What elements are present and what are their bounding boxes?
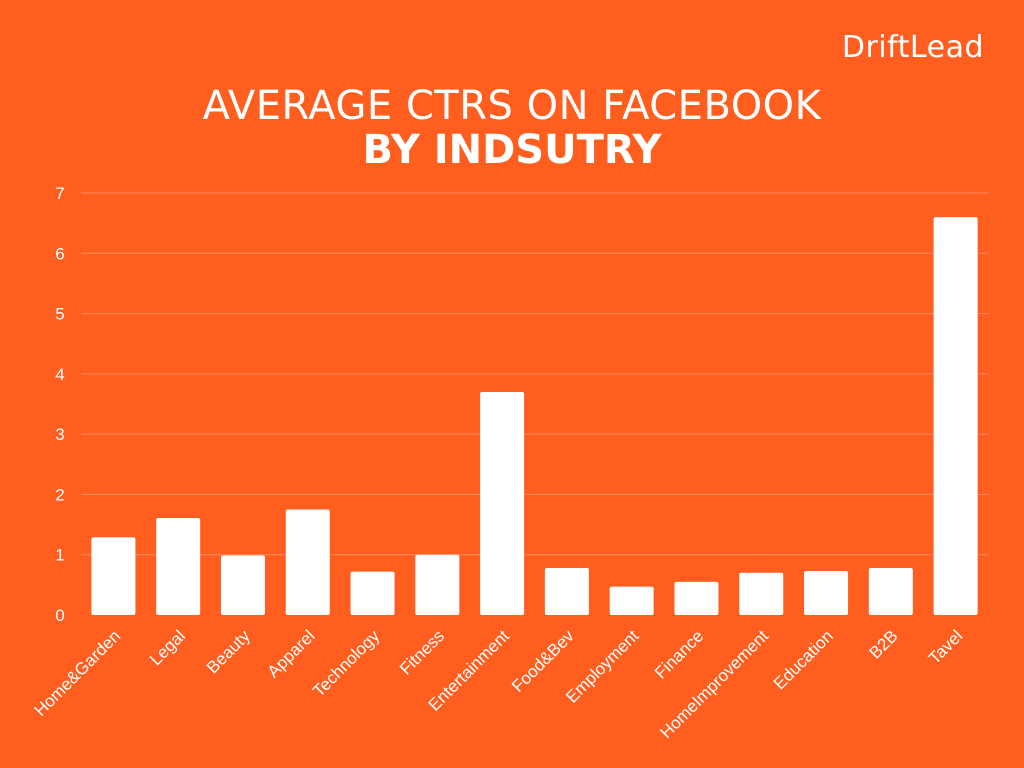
chart-title-line-1: AVERAGE CTRS ON FACEBOOK (202, 83, 822, 129)
x-category-label: HomeImprovement (656, 626, 772, 742)
bar-legal (156, 517, 201, 615)
y-tick-label: 6 (55, 244, 64, 263)
x-category-label: Education (770, 626, 837, 693)
x-category-label: Home&Garden (31, 626, 125, 720)
bar-tavel (933, 217, 978, 615)
y-tick-label: 5 (55, 305, 64, 324)
y-tick-label: 0 (55, 606, 64, 625)
x-category-label: Food&Bev (508, 626, 578, 696)
y-tick-label: 4 (55, 365, 64, 384)
x-category-label: Fitness (396, 626, 448, 678)
chart-title: AVERAGE CTRS ON FACEBOOK BY INDSUTRY (0, 84, 1024, 172)
bar-education (804, 570, 849, 615)
bar-employment (609, 586, 654, 615)
bar-food-bev (544, 567, 589, 615)
bar-homeimprovement (739, 572, 784, 615)
x-category-label: Beauty (203, 626, 254, 677)
bar-fitness (415, 554, 460, 615)
bar-apparel (285, 509, 330, 615)
y-tick-label: 3 (55, 425, 64, 444)
chart-title-line-2: BY INDSUTRY (362, 127, 662, 173)
bar-entertainment (480, 391, 525, 615)
y-tick-label: 2 (55, 485, 64, 504)
bar-home-garden (91, 537, 136, 615)
y-tick-label: 1 (55, 546, 64, 565)
x-category-label: Technology (309, 626, 384, 701)
x-category-label: Finance (651, 626, 707, 682)
bar-technology (350, 571, 395, 615)
bar-finance (674, 581, 719, 615)
bar-b2b (868, 567, 913, 615)
x-category-label: Apparel (264, 626, 319, 681)
bar-beauty (220, 555, 265, 615)
x-category-label: Legal (146, 626, 189, 669)
y-tick-label: 7 (55, 184, 64, 203)
x-category-label: B2B (865, 626, 901, 662)
x-category-label: Tavel (925, 626, 966, 667)
brand-logo: DriftLead (841, 30, 984, 65)
